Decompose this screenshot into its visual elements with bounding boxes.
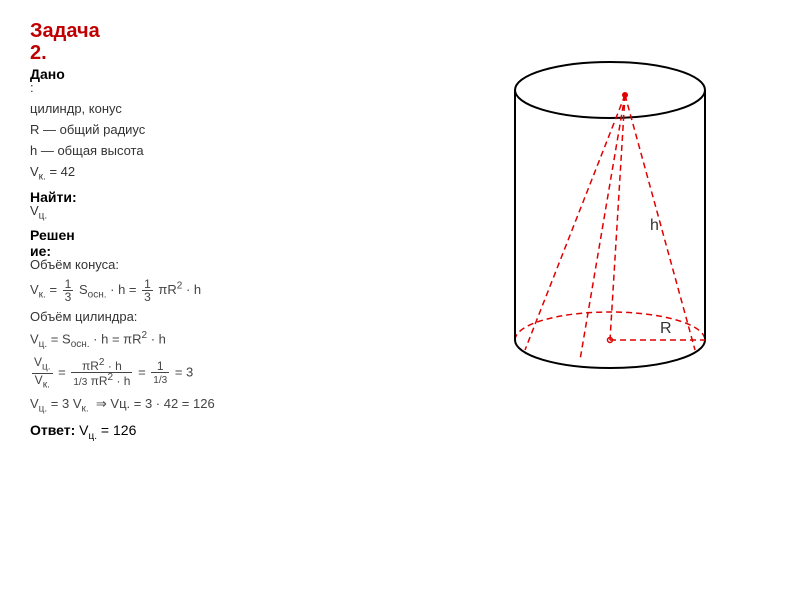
cylinder-volume-label: Объём цилиндра: bbox=[30, 309, 430, 324]
cylinder-volume-formula: Vц. = Sосн. · h = πR2 · h bbox=[30, 330, 430, 350]
cone-volume-label: Объём конуса: bbox=[30, 257, 430, 272]
given-line-4: Vк. = 42 bbox=[30, 164, 430, 183]
solution-label: Решен ие: bbox=[30, 227, 430, 259]
cylinder-cone-diagram: h R bbox=[480, 40, 740, 400]
given-line-3: h — общая высота bbox=[30, 143, 430, 158]
answer-line: Ответ: Vц. = 126 bbox=[30, 422, 430, 442]
problem-title: Задача 2. bbox=[30, 20, 430, 64]
cone-slant-mid bbox=[580, 95, 625, 360]
cylinder-bottom-front bbox=[515, 340, 705, 368]
title-line2: 2. bbox=[30, 42, 47, 64]
given-colon: : bbox=[30, 80, 430, 95]
cone-height bbox=[610, 95, 625, 340]
radius-label: R bbox=[660, 320, 672, 337]
text-column: Задача 2. Дано : цилиндр, конус R — общи… bbox=[30, 20, 430, 442]
cone-slant-right bbox=[625, 95, 695, 350]
given-line-2: R — общий радиус bbox=[30, 122, 430, 137]
find-value: Vц. bbox=[30, 203, 430, 222]
cone-volume-formula: Vк. = 13 Sосн. · h = 13 πR2 · h bbox=[30, 278, 430, 303]
ratio-formula: Vц.Vк. = πR2 · h1/3 πR2 · h = 11/3 = 3 bbox=[30, 356, 430, 390]
cylinder-top-ellipse bbox=[515, 62, 705, 118]
final-formula: Vц. = 3 Vк. ⇒ Vц. = 3 · 42 = 126 bbox=[30, 396, 430, 415]
title-line1: Задача bbox=[30, 20, 100, 42]
given-line-1: цилиндр, конус bbox=[30, 101, 430, 116]
height-label: h bbox=[650, 217, 659, 234]
